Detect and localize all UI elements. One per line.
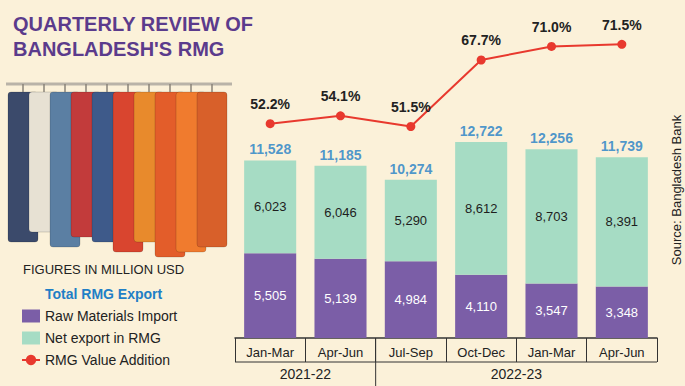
svg-text:Jul-Sep: Jul-Sep [389,345,433,360]
svg-text:67.7%: 67.7% [461,32,501,48]
svg-text:Source: Bangladesh Bank: Source: Bangladesh Bank [669,114,684,265]
svg-text:Jan-Mar: Jan-Mar [246,345,294,360]
svg-text:Raw Materials Import: Raw Materials Import [45,308,177,324]
svg-text:8,703: 8,703 [535,209,568,224]
svg-text:8,612: 8,612 [465,201,498,216]
svg-text:71.0%: 71.0% [532,19,572,35]
svg-text:QUARTERLY REVIEW OF: QUARTERLY REVIEW OF [13,13,259,35]
svg-text:10,274: 10,274 [389,161,432,177]
svg-text:8,391: 8,391 [606,214,639,229]
svg-text:54.1%: 54.1% [321,88,361,104]
svg-text:Total RMG Export: Total RMG Export [45,286,163,302]
svg-text:71.5%: 71.5% [602,17,642,33]
svg-text:Oct-Dec: Oct-Dec [457,345,505,360]
svg-text:RMG Value Addition: RMG Value Addition [45,352,170,368]
svg-text:4,110: 4,110 [465,299,497,314]
svg-text:4,984: 4,984 [395,292,428,307]
svg-text:Jan-Mar: Jan-Mar [528,345,576,360]
svg-text:2021-22: 2021-22 [280,366,332,382]
svg-text:51.5%: 51.5% [391,99,431,115]
svg-text:Apr-Jun: Apr-Jun [599,345,645,360]
svg-text:6,023: 6,023 [254,199,287,214]
svg-text:Net export in RMG: Net export in RMG [45,330,161,346]
svg-text:5,139: 5,139 [324,291,357,306]
svg-text:11,528: 11,528 [249,141,291,157]
svg-text:5,290: 5,290 [395,213,428,228]
svg-text:FIGURES IN MILLION USD: FIGURES IN MILLION USD [23,262,184,277]
svg-text:3,547: 3,547 [535,303,568,318]
svg-text:11,739: 11,739 [601,138,643,154]
svg-text:6,046: 6,046 [324,205,357,220]
svg-text:12,722: 12,722 [460,123,503,139]
svg-text:Apr-Jun: Apr-Jun [318,345,364,360]
svg-text:BANGLADESH'S RMG: BANGLADESH'S RMG [13,38,224,60]
svg-text:5,505: 5,505 [254,288,287,303]
svg-text:52.2%: 52.2% [250,96,290,112]
svg-text:11,185: 11,185 [319,147,361,163]
svg-text:3,348: 3,348 [606,305,639,320]
svg-text:2022-23: 2022-23 [491,366,543,382]
svg-text:12,256: 12,256 [530,130,573,146]
